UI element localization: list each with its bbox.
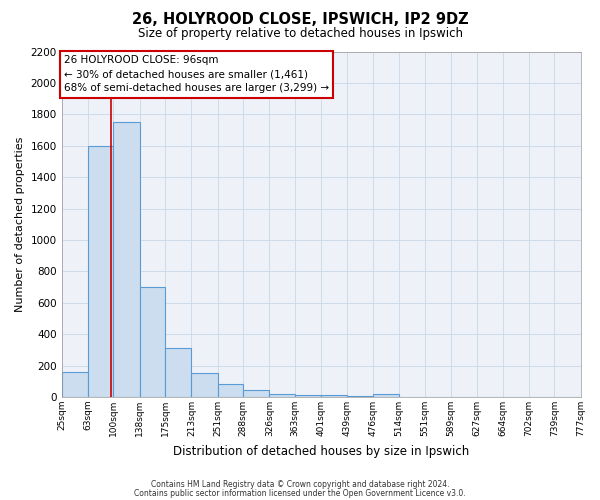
Bar	[321, 394, 347, 397]
Bar	[347, 396, 373, 397]
Bar	[165, 348, 191, 397]
Bar	[269, 394, 295, 397]
Bar	[140, 287, 165, 397]
Bar	[62, 372, 88, 397]
Text: Contains public sector information licensed under the Open Government Licence v3: Contains public sector information licen…	[134, 488, 466, 498]
Bar	[373, 394, 399, 397]
Text: 26 HOLYROOD CLOSE: 96sqm
← 30% of detached houses are smaller (1,461)
68% of sem: 26 HOLYROOD CLOSE: 96sqm ← 30% of detach…	[64, 56, 329, 94]
Y-axis label: Number of detached properties: Number of detached properties	[15, 136, 25, 312]
Bar	[191, 372, 218, 397]
Text: Contains HM Land Registry data © Crown copyright and database right 2024.: Contains HM Land Registry data © Crown c…	[151, 480, 449, 489]
X-axis label: Distribution of detached houses by size in Ipswich: Distribution of detached houses by size …	[173, 444, 469, 458]
Text: 26, HOLYROOD CLOSE, IPSWICH, IP2 9DZ: 26, HOLYROOD CLOSE, IPSWICH, IP2 9DZ	[131, 12, 469, 28]
Bar	[295, 396, 321, 397]
Bar	[243, 390, 269, 397]
Bar	[113, 122, 140, 397]
Bar	[218, 384, 243, 397]
Bar	[88, 146, 113, 397]
Text: Size of property relative to detached houses in Ipswich: Size of property relative to detached ho…	[137, 28, 463, 40]
